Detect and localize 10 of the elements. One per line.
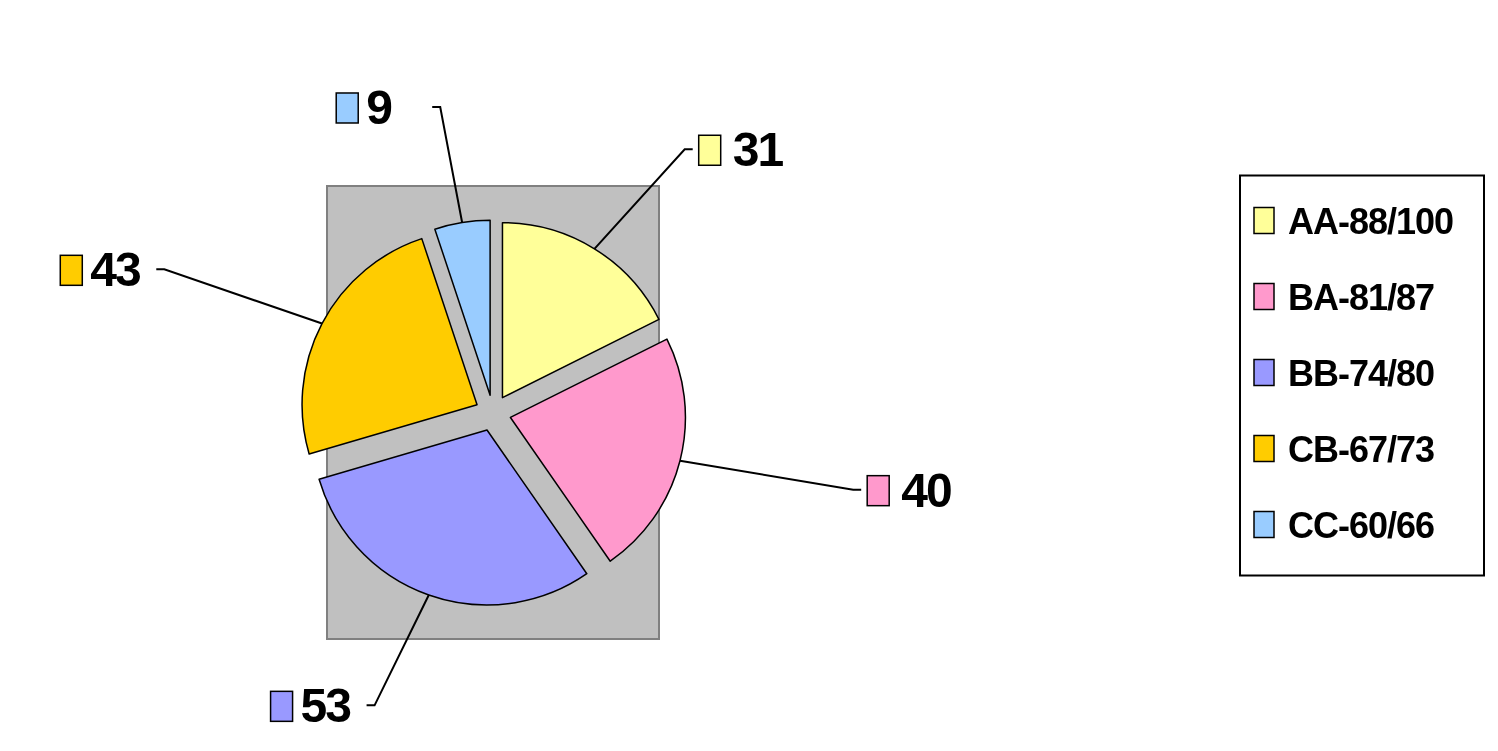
data-label: 53: [300, 679, 351, 733]
legend-label: CC-60/66: [1288, 504, 1435, 546]
data-label: 9: [366, 80, 392, 134]
legend-label: CB-67/73: [1288, 428, 1435, 470]
data-label: 43: [90, 243, 140, 297]
legend-label: BB-74/80: [1288, 352, 1435, 394]
legend-label: AA-88/100: [1288, 200, 1454, 242]
legend-label: BA-81/87: [1288, 276, 1435, 318]
data-label: 40: [901, 463, 951, 517]
data-label: 31: [732, 123, 784, 177]
